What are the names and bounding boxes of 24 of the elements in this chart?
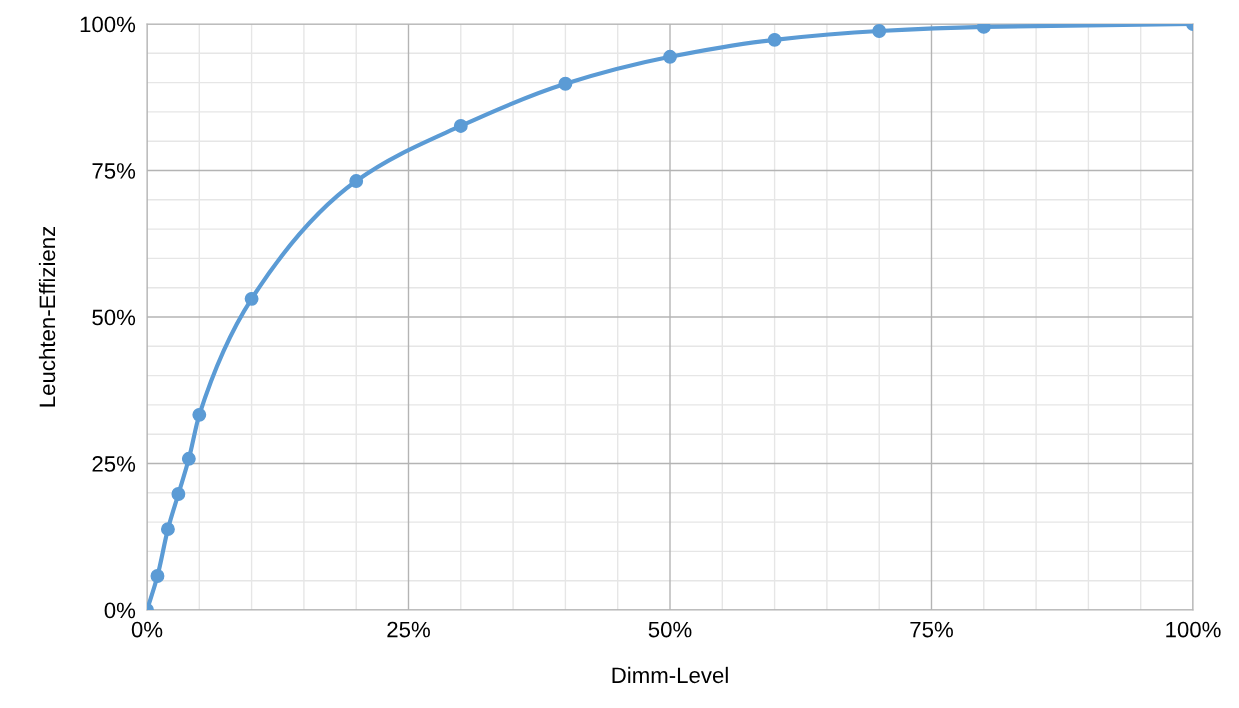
point [663, 49, 677, 64]
point [244, 291, 259, 306]
point [453, 119, 468, 133]
point [558, 76, 573, 91]
x-tick-label: 50% [648, 621, 692, 638]
point [171, 487, 186, 501]
point [872, 24, 887, 38]
x-axis-title: Dimm-Level [612, 666, 728, 684]
y-tick-label: 25% [92, 456, 136, 472]
point [767, 32, 782, 47]
x-tick-label: 25% [387, 621, 430, 638]
y-tick-label: 0% [104, 602, 136, 619]
point [349, 174, 364, 188]
x-tick-label: 75% [910, 621, 953, 638]
point [192, 407, 207, 422]
x-tick-label: 100% [1166, 621, 1221, 638]
point [150, 569, 165, 583]
y-axis-title: Leuchten-Effizienz [38, 226, 56, 407]
x-tick-label: 0% [131, 621, 163, 638]
y-tick-label: 50% [92, 309, 136, 326]
point [181, 451, 196, 466]
point [160, 522, 175, 537]
y-tick-label: 75% [92, 163, 136, 179]
y-tick-label: 100% [80, 16, 136, 33]
